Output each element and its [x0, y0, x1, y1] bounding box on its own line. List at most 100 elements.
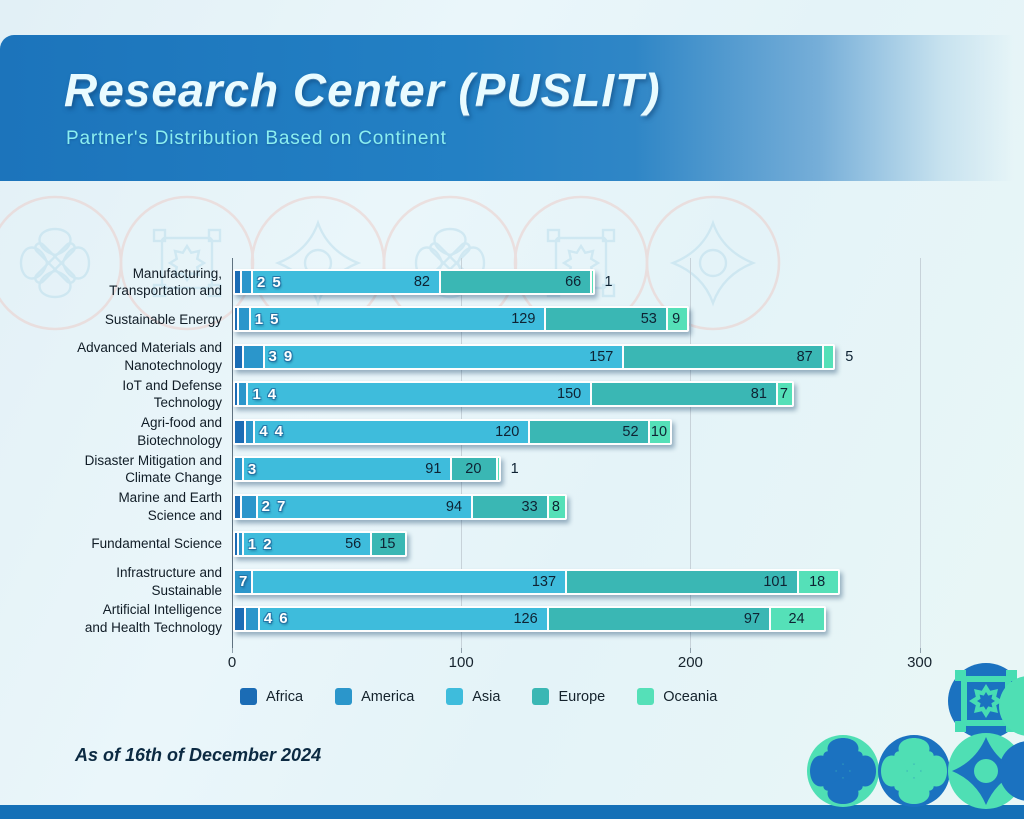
bar-segment-europe — [370, 533, 405, 556]
legend-item-asia: Asia — [446, 688, 500, 705]
value-label: 5 — [270, 310, 279, 328]
bar-segment-america — [239, 495, 256, 518]
category-label: Fundamental Science — [91, 536, 222, 552]
bar-segment-africa — [235, 271, 240, 293]
bar-segment-europe — [546, 607, 770, 630]
bar-segment-europe — [565, 570, 797, 593]
value-label: 8 — [551, 498, 560, 515]
bar-segment-america — [239, 271, 252, 293]
value-label: 1 — [510, 461, 519, 478]
value-label: 10 — [650, 423, 668, 440]
category-label: Artificial Intelligence and Health Techno… — [84, 602, 222, 635]
value-label: 52 — [622, 423, 639, 440]
bar-segment-oceania — [796, 570, 838, 593]
bar-segment-asia — [251, 570, 566, 593]
bar-segment-oceania — [769, 607, 825, 630]
value-label: 9 — [283, 348, 293, 366]
bar-segment-oceania — [647, 420, 671, 443]
value-label: 4 — [263, 610, 273, 628]
category-label: Sustainable Energy — [104, 311, 222, 327]
value-label: 81 — [750, 386, 767, 403]
value-label: 82 — [413, 274, 430, 290]
category-label: Advanced Materials and Nanotechnology — [77, 340, 222, 373]
bar-segment-africa — [235, 420, 245, 443]
bar-segment-america — [244, 607, 258, 630]
bar-segment-asia — [257, 607, 547, 630]
legend-label: Asia — [472, 688, 501, 705]
bar-segment-asia — [251, 271, 439, 293]
small-value-labels: 7 — [239, 571, 247, 593]
value-label: 66 — [565, 274, 582, 290]
value-label: 1 — [252, 385, 261, 403]
stacked-bar-row: 4 4 120 52 10 — [233, 418, 673, 445]
legend-item-oceania: Oceania — [637, 688, 717, 705]
value-label: 7 — [239, 573, 248, 591]
value-label: 2 — [257, 273, 266, 291]
category-label: Agri-food and Biotechnology — [137, 415, 222, 448]
category-label: Manufacturing, Transportation and — [109, 265, 222, 299]
bottom-bar — [0, 805, 1024, 819]
bar-segment-oceania — [821, 345, 834, 368]
value-label: 18 — [809, 573, 826, 590]
stacked-bar-row: 1 2 56 15 — [233, 531, 407, 558]
value-label: 129 — [511, 311, 536, 328]
bar-segment-oceania — [590, 271, 593, 293]
value-label: 24 — [788, 610, 805, 627]
small-value-labels: 3 — [248, 458, 256, 480]
legend-swatch — [335, 688, 353, 705]
corner-ornaments — [807, 663, 1024, 809]
x-axis-tick-label: 300 — [907, 654, 933, 671]
stacked-bar-row: 1 4 150 81 7 — [233, 381, 794, 408]
value-label: 7 — [779, 386, 788, 403]
value-label: 1 — [254, 310, 264, 328]
value-label: 94 — [445, 498, 463, 515]
bar-segment-europe — [438, 271, 591, 293]
bar-segment-america — [244, 420, 254, 443]
value-label: 20 — [465, 461, 482, 478]
bar-segment-america — [237, 533, 242, 556]
bar-segment-africa — [235, 345, 242, 368]
bar-segment-europe — [471, 495, 547, 518]
legend-label: Oceania — [663, 688, 718, 705]
value-label: 5 — [272, 273, 281, 291]
value-label: 3 — [268, 348, 277, 366]
bar-segment-europe — [590, 383, 776, 406]
value-label: 101 — [763, 573, 788, 590]
bar-segment-africa — [235, 495, 240, 518]
bar-segment-africa — [235, 383, 238, 406]
value-label: 91 — [425, 461, 442, 478]
bar-segment-oceania — [775, 383, 792, 406]
value-label: 97 — [743, 610, 761, 627]
bar-segment-africa — [235, 607, 245, 630]
stacked-bar-row: 1 5 129 53 9 — [233, 306, 689, 333]
value-label: 1 — [604, 274, 613, 290]
category-label: Marine and Earth Science and — [118, 490, 222, 523]
legend-label: Europe — [558, 688, 606, 705]
category-label: Infrastructure and Sustainable — [116, 565, 222, 598]
value-label: 2 — [261, 498, 270, 516]
gridline — [461, 258, 463, 648]
value-label: 56 — [345, 536, 362, 553]
value-label: 9 — [672, 311, 681, 328]
page-title: Research Center (PUSLIT) — [64, 64, 661, 116]
category-label: Disaster Mitigation and Climate Change — [84, 452, 222, 486]
x-axis-tick-label: 200 — [677, 654, 703, 671]
x-ornament-icon — [807, 735, 879, 807]
value-label: 33 — [521, 498, 538, 515]
x-axis-tick — [461, 648, 463, 653]
legend-swatch — [446, 688, 464, 705]
category-label: IoT and Defense Technology — [122, 377, 222, 411]
date-note: As of 16th of December 2024 — [75, 745, 322, 765]
bar-segment-america — [237, 308, 249, 331]
bar-segment-america — [235, 458, 242, 481]
value-label: 87 — [796, 348, 813, 365]
bar-segment-europe — [544, 308, 666, 331]
x-axis-tick-label: 100 — [448, 654, 474, 671]
